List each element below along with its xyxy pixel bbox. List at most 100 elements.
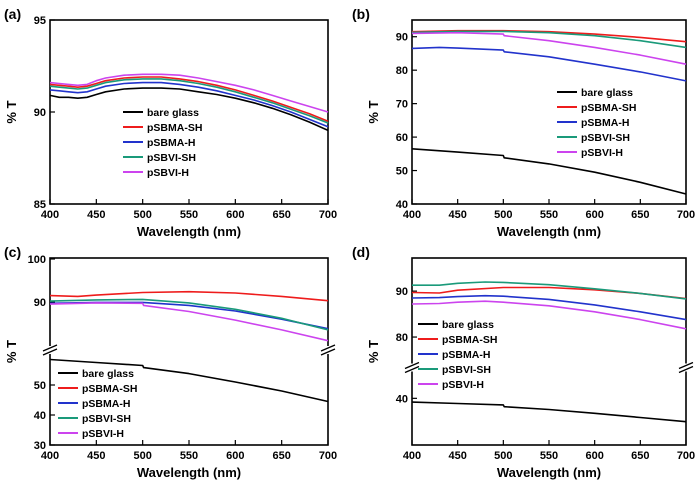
legend-entry: pSBVI-SH [147,152,196,164]
legend-entry: pSBMA-H [442,349,490,361]
y-tick-label: 50 [34,380,46,392]
legend-entry: pSBVI-SH [442,364,491,376]
legend-entry: pSBMA-SH [82,383,137,395]
x-tick-label: 450 [87,209,105,221]
x-tick-label: 650 [631,209,649,221]
x-tick-label: 700 [677,450,695,462]
axis-break-gap [406,363,418,372]
panel-d: 400 450 500 550 600 650 700 40 80 90 Wavelength (n… [352,244,695,480]
legend-entry: bare glass [147,107,199,119]
x-tick-label: 600 [226,450,244,462]
y-tick-label: 50 [396,166,408,178]
x-tick-label: 400 [403,209,421,221]
y-tick-label: 90 [396,32,408,44]
legend-entry: pSBVI-SH [82,413,131,425]
y-tick-label: 100 [28,254,46,266]
y-tick-label: 40 [34,410,46,422]
y-tick-label: 90 [34,107,46,119]
x-tick-label: 400 [403,450,421,462]
y-axis-label: % T [4,340,19,363]
x-axis-label: Wavelength (nm) [137,224,241,239]
series-line-psbvi-h [411,300,687,330]
x-tick-label: 600 [585,450,603,462]
y-tick-label: 80 [396,332,408,344]
legend-entry: pSBMA-H [82,398,130,410]
series-line-psbvi-sh [49,298,329,331]
legend-entry: bare glass [82,368,134,380]
x-axis-label: Wavelength (nm) [497,465,601,480]
panel-label: (c) [4,244,21,260]
x-tick-label: 550 [540,209,558,221]
x-tick-label: 550 [180,450,198,462]
x-tick-label: 450 [448,209,466,221]
panel-c: 400 450 500 550 600 650 700 30 40 50 90 100 Waveleng… [4,244,337,480]
y-tick-label: 30 [34,440,46,452]
series-line-bare-glass [49,87,329,132]
series-line-psbma-sh [49,290,329,302]
x-tick-label: 600 [226,209,244,221]
axis-break-mark [320,344,336,352]
series-line-psbvi-sh [49,78,329,124]
legend-entry: pSBMA-H [581,117,629,129]
legend-entry: pSBVI-H [442,379,484,391]
x-tick-label: 500 [494,450,512,462]
legend-entry: pSBVI-H [581,147,623,159]
panel-a: 400 450 500 550 600 650 700 85 90 95 Wavelength (n… [4,6,337,239]
x-tick-label: 650 [272,209,290,221]
x-tick-label: 650 [272,450,290,462]
x-tick-label: 700 [319,209,337,221]
axis-break-gap [44,346,56,354]
y-tick-label: 90 [396,286,408,298]
series-line-psbma-h [49,81,329,128]
x-tick-label: 400 [41,450,59,462]
series-line-psbma-h [411,294,687,321]
y-tick-label: 95 [34,15,46,27]
axis-break-mark [42,344,58,352]
axis-break-mark [404,365,420,374]
axis-break-gap [680,363,692,372]
x-axis-label: Wavelength (nm) [137,465,241,480]
legend-entry: bare glass [442,319,494,331]
legend-entry: bare glass [581,87,633,99]
axis-break-mark [404,361,420,370]
legend-entry: pSBMA-SH [442,334,497,346]
legend-entry: pSBMA-H [147,137,195,149]
series-line-bare-glass [49,358,329,403]
y-axis-label: % T [366,340,381,363]
x-tick-label: 600 [585,209,603,221]
series-line-psbvi-h [49,73,329,113]
legend-entry: pSBVI-H [147,167,189,179]
panel-label: (d) [352,244,370,260]
y-axis-label: % T [4,100,19,123]
x-tick-label: 550 [540,450,558,462]
y-axis-label: % T [366,100,381,123]
axis-break-mark [678,361,694,370]
axis-break-gap [322,346,334,354]
legend-entry: pSBMA-SH [147,122,202,134]
axis-break-mark [320,348,336,356]
y-tick-label: 60 [396,132,408,144]
panel-label: (a) [4,6,21,22]
x-tick-label: 650 [631,450,649,462]
y-tick-label: 40 [396,199,408,211]
series-line-bare-glass [411,401,687,423]
series-line-psbma-h [411,46,687,82]
legend-entry: pSBVI-SH [581,132,630,144]
x-axis-label: Wavelength (nm) [497,224,601,239]
legend-entry: pSBMA-SH [581,102,636,114]
x-tick-label: 700 [319,450,337,462]
axis-break-mark [678,365,694,374]
series-line-psbvi-h [49,302,329,342]
series-line-psbma-h [49,301,329,330]
y-tick-label: 70 [396,99,408,111]
y-tick-label: 80 [396,65,408,77]
x-tick-label: 450 [448,450,466,462]
series-line-psbvi-sh [412,281,687,300]
x-tick-label: 450 [87,450,105,462]
x-tick-label: 500 [133,209,151,221]
panel-b: 400 450 500 550 600 650 700 40 50 60 70 80 90 Wavelen… [352,6,695,239]
legend-entry: pSBVI-H [82,428,124,440]
x-tick-label: 400 [41,209,59,221]
y-tick-label: 90 [34,297,46,309]
